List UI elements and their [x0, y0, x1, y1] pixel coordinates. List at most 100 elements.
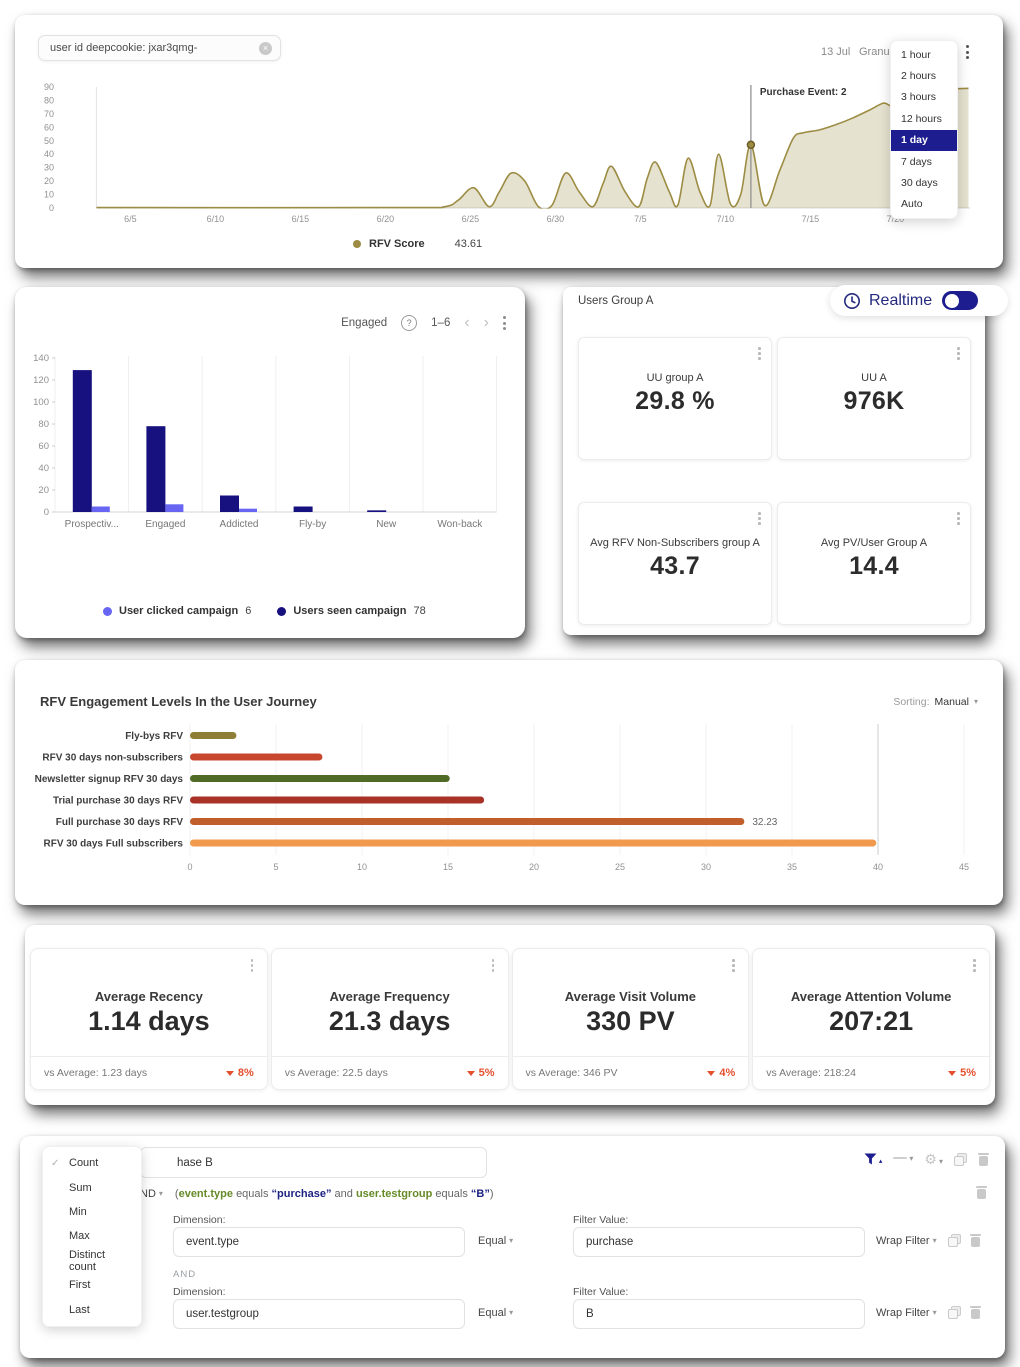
dimension-input[interactable]	[173, 1227, 465, 1257]
metric-option-count[interactable]: ✓ Count	[51, 1157, 99, 1170]
svg-text:80: 80	[44, 95, 54, 105]
trash-icon[interactable]	[976, 1186, 987, 1199]
menu-item-1-day[interactable]: 1 day	[891, 129, 957, 151]
kebab-menu-icon[interactable]	[973, 959, 977, 972]
pagination-label: 1–6	[431, 317, 451, 329]
kebab-menu-icon[interactable]	[758, 347, 762, 360]
svg-text:Newsletter signup RFV 30 days: Newsletter signup RFV 30 days	[35, 774, 183, 785]
duplicate-icon[interactable]	[948, 1234, 961, 1247]
sorting-control[interactable]: Sorting: Manual ▾	[893, 696, 978, 708]
triangle-down-icon	[707, 1070, 716, 1076]
svg-text:6/5: 6/5	[124, 214, 137, 224]
rfv-score-panel: user id deepcookie: jxar3qmg- × 13 Jul G…	[15, 15, 1003, 268]
menu-item-7-days[interactable]: 7 days	[901, 155, 932, 168]
user-search-input[interactable]: user id deepcookie: jxar3qmg- ×	[38, 35, 281, 61]
kebab-menu-icon[interactable]	[732, 959, 736, 972]
metric-option-min[interactable]: Min	[69, 1205, 87, 1218]
dash-dropdown-button[interactable]: ▾	[893, 1155, 913, 1163]
menu-item-12-hours[interactable]: 12 hours	[901, 112, 942, 125]
search-value: user id deepcookie: jxar3qmg-	[50, 42, 198, 54]
menu-item-3-hours[interactable]: 3 hours	[901, 91, 937, 104]
metric-option-last[interactable]: Last	[69, 1303, 90, 1316]
kebab-menu-icon[interactable]	[250, 959, 255, 972]
kebab-menu-icon[interactable]	[957, 512, 961, 525]
stat-card-recency: Average Recency 1.14 days vs Average: 1.…	[30, 948, 268, 1090]
granularity-label[interactable]: Granul	[859, 46, 893, 58]
svg-text:10: 10	[44, 190, 54, 200]
svg-text:20: 20	[38, 485, 49, 496]
trash-icon[interactable]	[978, 1152, 989, 1166]
filter-value-input[interactable]	[573, 1299, 865, 1329]
caret-up-icon: ▴	[878, 1158, 883, 1165]
wrap-filter-dropdown[interactable]: Wrap Filter ▾	[876, 1307, 937, 1319]
svg-text:RFV 30 days Full subscribers: RFV 30 days Full subscribers	[44, 839, 184, 850]
caret-down-icon: ▾	[158, 1189, 163, 1198]
duplicate-icon[interactable]	[954, 1152, 967, 1166]
help-icon[interactable]: ?	[401, 315, 418, 331]
filter-value-input[interactable]	[573, 1227, 865, 1257]
operator-dropdown[interactable]: Equal ▾	[478, 1235, 514, 1247]
metric-option-first[interactable]: First	[69, 1279, 91, 1292]
menu-item-1-hour[interactable]: 1 hour	[901, 48, 931, 61]
svg-text:45: 45	[959, 862, 969, 872]
svg-text:6/10: 6/10	[207, 214, 225, 224]
realtime-toggle[interactable]	[942, 291, 979, 310]
svg-text:6/15: 6/15	[292, 214, 310, 224]
delta-badge: 5%	[466, 1067, 495, 1079]
svg-text:120: 120	[33, 375, 49, 386]
trash-icon[interactable]	[970, 1234, 981, 1247]
kebab-menu-icon[interactable]	[966, 45, 970, 59]
svg-text:Won-back: Won-back	[437, 519, 483, 530]
rfv-score-area-chart: 0 10 20 30 40 50 60 70 80 90 6/5 6/10 6/15 6/20 6/25 6/…	[44, 83, 970, 224]
gear-icon: ⚙	[924, 1151, 937, 1167]
clear-search-icon[interactable]: ×	[259, 41, 272, 55]
dash-icon	[893, 1156, 908, 1159]
filter-row: Dimension: Equal ▾ Filter Value: Wrap Fi…	[20, 1286, 1005, 1346]
svg-text:New: New	[376, 519, 397, 530]
trash-icon[interactable]	[970, 1306, 981, 1319]
query-name-input[interactable]	[140, 1147, 487, 1178]
toolbar: ▴ ▾ ⚙ ▾	[864, 1152, 989, 1166]
settings-button[interactable]: ⚙ ▾	[924, 1152, 943, 1166]
svg-text:35: 35	[787, 862, 797, 872]
metric-option-distinct-count[interactable]: Distinct count	[69, 1248, 106, 1273]
metric-option-max[interactable]: Max	[69, 1230, 90, 1243]
svg-text:70: 70	[44, 109, 54, 119]
menu-item-30-days[interactable]: 30 days	[901, 177, 938, 190]
svg-text:Full purchase 30 days RFV: Full purchase 30 days RFV	[56, 817, 184, 828]
stat-card-uu-a: UU A 976K	[777, 337, 971, 460]
svg-text:Fly-by: Fly-by	[299, 519, 326, 530]
kebab-menu-icon[interactable]	[503, 316, 507, 330]
chevron-right-icon[interactable]: ›	[483, 314, 489, 331]
filter-button[interactable]: ▴	[864, 1153, 883, 1165]
stat-card-avg-rfv: Avg RFV Non-Subscribers group A 43.7	[578, 502, 772, 625]
caret-down-icon: ▾	[938, 1157, 943, 1166]
dimension-input[interactable]	[173, 1299, 465, 1329]
legend-item: Users seen campaign 78	[277, 605, 426, 617]
segment-badge[interactable]: Engaged	[341, 317, 388, 329]
filter-row: Dimension: Equal ▾ Filter Value: Wrap Fi…	[20, 1214, 1005, 1274]
metric-option-sum[interactable]: Sum	[69, 1181, 92, 1194]
chevron-left-icon[interactable]: ‹	[464, 314, 470, 331]
and-operator-dropdown[interactable]: ND ▾	[140, 1188, 163, 1200]
metric-dropdown: ✓ Count Sum Min Max Distinct count First…	[42, 1146, 142, 1327]
triangle-down-icon	[466, 1070, 475, 1076]
chart-legend: RFV Score 43.61	[353, 238, 482, 250]
caret-down-icon: ▾	[973, 697, 978, 706]
kebab-menu-icon[interactable]	[957, 347, 961, 360]
operator-dropdown[interactable]: Equal ▾	[478, 1307, 514, 1319]
svg-text:5: 5	[273, 862, 278, 872]
campaign-bar-chart: 0 20 40 60 80 100 120 140 Prospectiv... Engaged Ad…	[33, 353, 498, 530]
svg-text:Fly-bys RFV: Fly-bys RFV	[125, 731, 183, 742]
duplicate-icon[interactable]	[948, 1306, 961, 1319]
svg-text:6/30: 6/30	[547, 214, 565, 224]
kebab-menu-icon[interactable]	[491, 959, 496, 972]
menu-item-2-hours[interactable]: 2 hours	[901, 70, 937, 83]
condition-row: ND ▾ (event.type equals “purchase” and u…	[140, 1188, 494, 1200]
svg-text:7/20: 7/20	[887, 214, 905, 224]
wrap-filter-dropdown[interactable]: Wrap Filter ▾	[876, 1235, 937, 1247]
menu-item-auto[interactable]: Auto	[901, 198, 923, 211]
svg-text:40: 40	[44, 149, 54, 159]
kebab-menu-icon[interactable]	[758, 512, 762, 525]
svg-text:30: 30	[44, 163, 54, 173]
